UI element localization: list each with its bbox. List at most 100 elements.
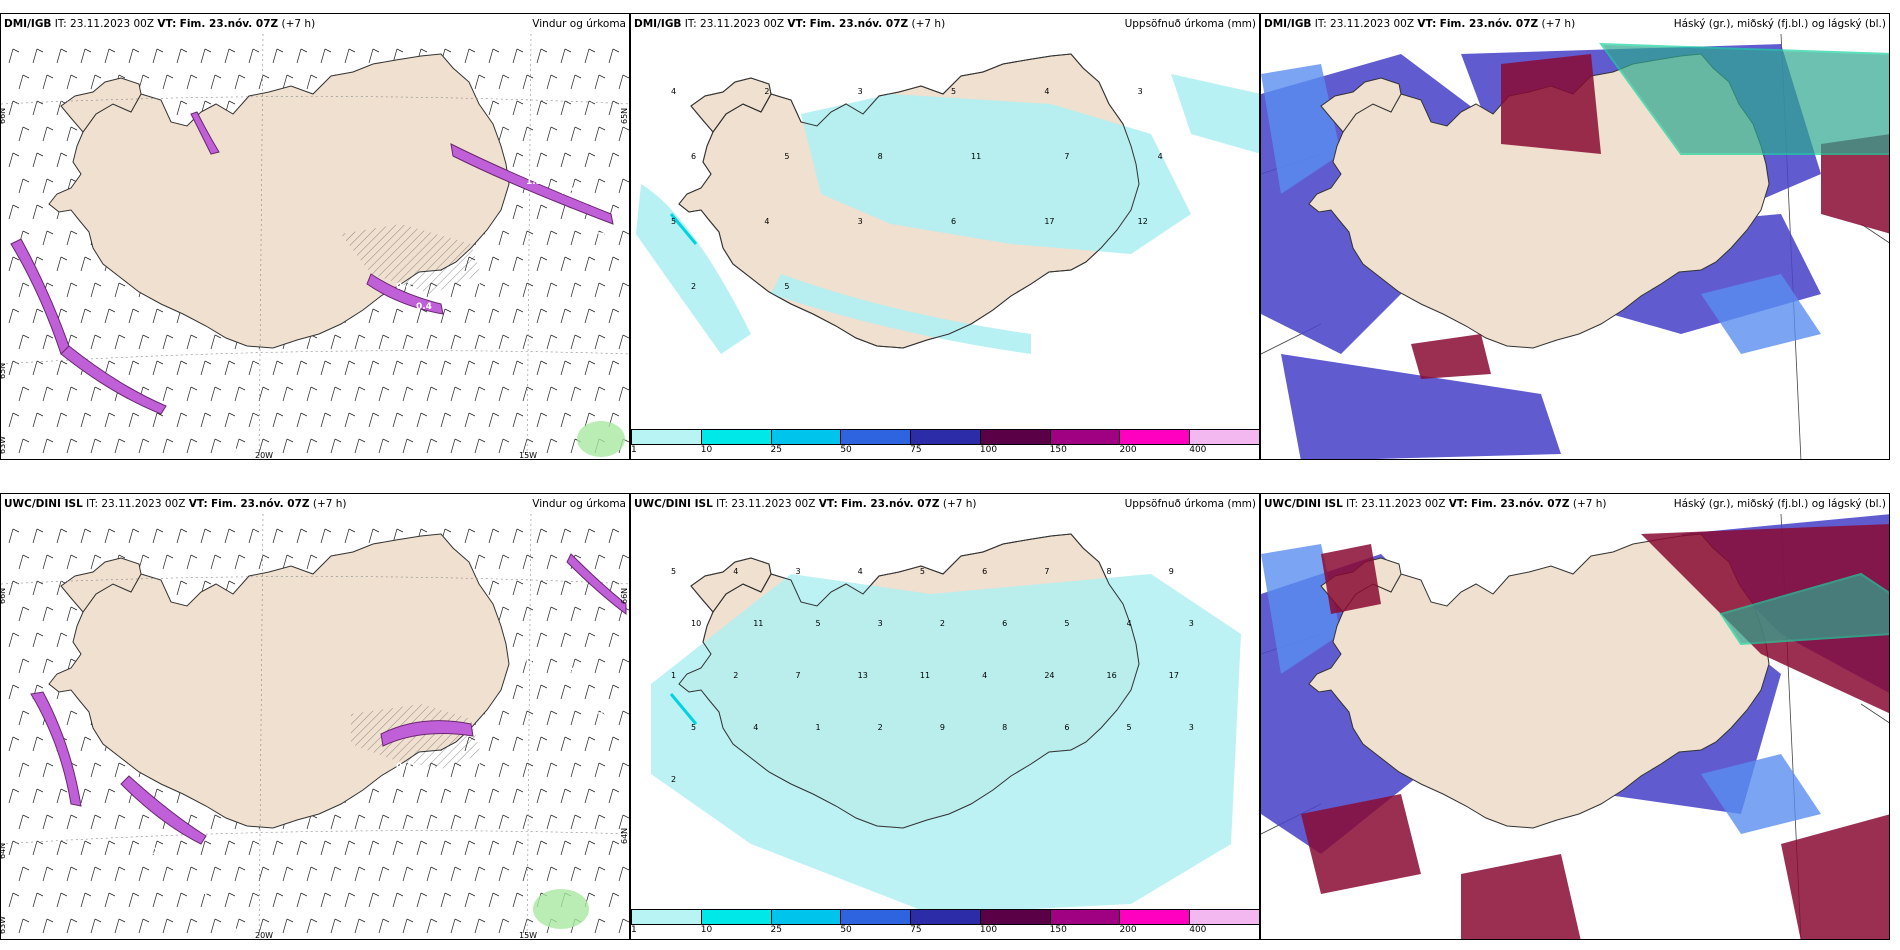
precip-value: 5 <box>1064 619 1069 628</box>
precip-value: 2 <box>733 671 738 680</box>
wind-barb <box>80 528 92 544</box>
wind-barb <box>512 528 524 544</box>
wind-barb <box>536 48 548 64</box>
westfjords-land <box>60 557 142 613</box>
wind-barb <box>90 814 102 830</box>
wind-barb <box>584 412 596 428</box>
wind-barb <box>66 918 78 934</box>
wind-barb <box>402 866 414 882</box>
wind-barb <box>536 308 548 324</box>
cloud-map <box>1261 34 1889 459</box>
wind-barb <box>392 840 404 856</box>
wind-barb <box>186 554 198 570</box>
precip-value: 0.8 <box>561 667 577 677</box>
wind-barb <box>474 554 486 570</box>
wind-barb <box>176 48 188 64</box>
wind-barb <box>80 788 92 804</box>
wind-barb <box>474 282 486 298</box>
cloud-high <box>1821 134 1889 234</box>
wind-barb <box>426 334 438 350</box>
panel-precip-uwc: UWC/DINI ISL IT: 23.11.2023 00Z VT: Fim.… <box>630 493 1260 940</box>
wind-barb <box>570 178 582 194</box>
wind-barb <box>320 360 332 376</box>
wind-barb <box>80 412 92 428</box>
wind-barb <box>512 840 524 856</box>
precip-max <box>669 693 698 725</box>
wind-barb <box>498 386 510 402</box>
wind-barb <box>18 178 30 194</box>
colorbar-tick: 25 <box>770 445 782 455</box>
wind-barb <box>66 710 78 726</box>
wind-barb <box>272 840 284 856</box>
wind-barb <box>320 840 332 856</box>
panel-title: UWC/DINI ISL IT: 23.11.2023 00Z VT: Fim.… <box>4 498 626 510</box>
wind-barb <box>200 412 212 428</box>
wind-barb <box>224 892 236 908</box>
wind-barb <box>450 866 462 882</box>
wind-barb <box>234 554 246 570</box>
wind-barb <box>42 126 54 142</box>
wind-barb <box>80 840 92 856</box>
precip-value: 3 <box>878 619 883 628</box>
wind-barb <box>368 528 380 544</box>
wind-barb <box>474 438 486 454</box>
wind-barb <box>272 48 284 64</box>
wind-barb <box>114 866 126 882</box>
precip-map: 4 2 3 5 4 3 6 5 8 11 7 4 5 4 3 6 17 12 2 5 <box>636 53 1259 354</box>
wind-barb <box>536 152 548 168</box>
wind-barb <box>450 762 462 778</box>
colorbar-tick: 400 <box>1189 445 1207 455</box>
wind-barb <box>90 762 102 778</box>
precip-value: 3 <box>858 217 863 226</box>
wind-barb <box>306 386 318 402</box>
wind-map: 1.5 0.4 0.4 1.5 1.5 1.4 1.5 0.6 0.6 0.5 66N 65N 63W 2… <box>1 34 629 460</box>
precip-value: 4 <box>982 671 987 680</box>
lat-label: 66N <box>1 588 7 604</box>
wind-barb <box>560 528 572 544</box>
wind-barb <box>344 412 356 428</box>
wind-barb <box>152 308 164 324</box>
wind-barb <box>42 438 54 454</box>
wind-barb <box>344 528 356 544</box>
wind-barb <box>488 412 500 428</box>
precip-value: 9 <box>1169 567 1174 576</box>
wind-barb <box>114 918 126 934</box>
wind-barb <box>546 554 558 570</box>
wind-barb <box>546 606 558 622</box>
wind-barb <box>104 892 116 908</box>
wind-barb <box>66 554 78 570</box>
wind-barb <box>80 736 92 752</box>
wind-barb <box>594 606 606 622</box>
wind-barb <box>354 918 366 934</box>
wind-barb <box>594 230 606 246</box>
precip-area <box>1171 74 1259 154</box>
wind-barb <box>512 256 524 272</box>
wind-barb <box>536 632 548 648</box>
wind-barb <box>152 48 164 64</box>
lon-label: 15W <box>519 451 537 460</box>
wind-barb <box>258 866 270 882</box>
wind-barb <box>234 918 246 934</box>
precip-value: 11 <box>920 671 930 680</box>
wind-barb <box>80 256 92 272</box>
wind-barb <box>402 438 414 454</box>
wind-barb <box>18 658 30 674</box>
precip-colorbar: 1 10 25 50 75 100 150 200 400 <box>631 909 1259 939</box>
wind-barb <box>32 528 44 544</box>
wind-barb <box>474 762 486 778</box>
wind-barb <box>488 840 500 856</box>
wind-barb <box>560 48 572 64</box>
wind-barb <box>224 48 236 64</box>
precip-value: 4 <box>1158 152 1163 161</box>
wind-barb <box>536 684 548 700</box>
wind-barb <box>378 814 390 830</box>
cloud-low <box>1281 354 1561 459</box>
colorbar-segment <box>1189 909 1259 925</box>
wind-barb <box>296 48 308 64</box>
wind-barb <box>138 438 150 454</box>
wind-barb <box>258 438 270 454</box>
wind-barb <box>594 866 606 882</box>
precip-value: 12 <box>1138 217 1148 226</box>
wind-barb <box>546 334 558 350</box>
wind-barb <box>536 580 548 596</box>
